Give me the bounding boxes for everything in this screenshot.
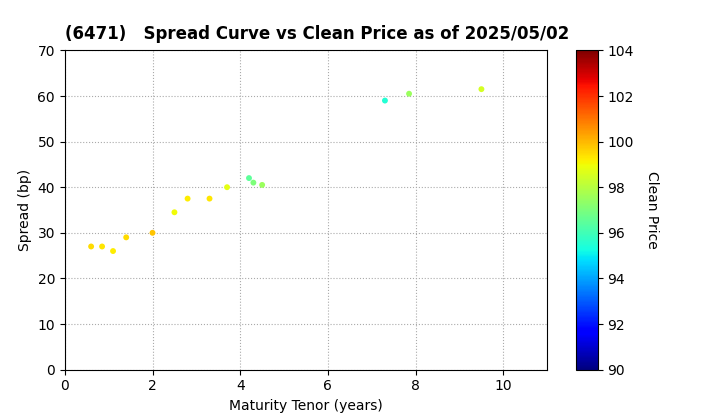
Point (403, 90, 415, 97)
Point (256, 181, 268, 188)
Point (147, 229, 158, 236)
Y-axis label: Spread (bp): Spread (bp) (18, 169, 32, 251)
Point (120, 234, 132, 241)
Point (221, 184, 233, 191)
Point (243, 175, 255, 181)
Point (379, 97, 391, 104)
Point (248, 179, 259, 186)
X-axis label: Maturity Tenor (years): Maturity Tenor (years) (229, 399, 383, 413)
Point (96, 243, 108, 250)
Y-axis label: Clean Price: Clean Price (644, 171, 659, 249)
Point (204, 195, 215, 202)
Point (476, 86, 487, 92)
Text: (6471)   Spread Curve vs Clean Price as of 2025/05/02: (6471) Spread Curve vs Clean Price as of… (65, 25, 569, 43)
Point (86, 243, 97, 250)
Point (107, 248, 119, 255)
Point (182, 195, 194, 202)
Point (168, 209, 180, 215)
